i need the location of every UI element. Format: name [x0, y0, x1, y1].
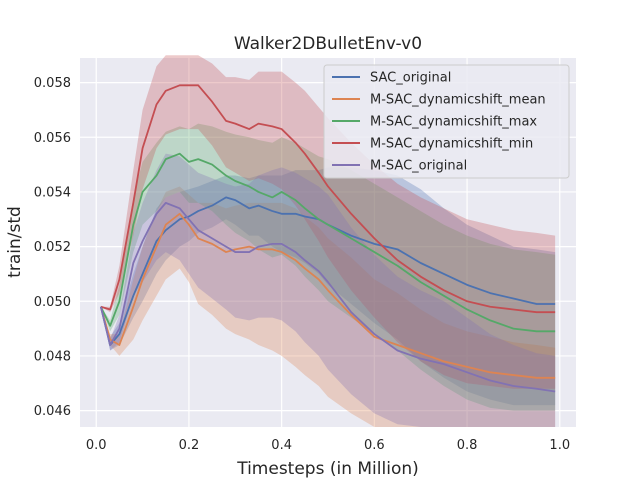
grid-lines	[80, 58, 576, 427]
y-tick-label: 0.056	[34, 131, 71, 146]
y-tick-label: 0.054	[34, 185, 71, 200]
x-tick-label: 0.4	[271, 438, 292, 453]
band-sac-original	[100, 167, 556, 406]
legend-label-m-sac-original: M-SAC_original	[370, 159, 467, 174]
chart-title: Walker2DBulletEnv-v0	[234, 34, 422, 54]
line-m-sac-dynamicshift-max	[100, 152, 556, 333]
y-tick-labels: 0.046 0.048 0.050 0.052 0.054 0.056 0.058	[34, 76, 71, 419]
line-m-sac-original	[99, 201, 556, 393]
y-axis-label: train/std	[5, 206, 25, 278]
x-tick-label: 0.6	[364, 438, 385, 453]
y-tick-label: 0.052	[34, 240, 71, 255]
legend-label-m-sac-dynamicshift-mean: M-SAC_dynamicshift_mean	[370, 93, 546, 108]
x-tick-labels: 0.0 0.2 0.4 0.6 0.8 1.0	[86, 438, 570, 453]
x-tick-label: 0.8	[457, 438, 478, 453]
x-tick-label: 1.0	[549, 438, 570, 453]
x-tick-label: 0.0	[86, 438, 107, 453]
confidence-bands	[100, 55, 556, 428]
line-m-sac-dynamicshift-mean	[99, 212, 556, 379]
y-tick-label: 0.058	[34, 76, 71, 91]
legend-box	[323, 64, 570, 179]
x-axis-label: Timesteps (in Million)	[236, 459, 419, 479]
legend: SAC_original M-SAC_dynamicshift_mean M-SAC…	[323, 64, 570, 179]
legend-label-m-sac-dynamicshift-max: M-SAC_dynamicshift_max	[370, 115, 537, 130]
series-lines	[99, 84, 556, 393]
x-tick-label: 0.2	[179, 438, 200, 453]
y-tick-label: 0.048	[34, 349, 71, 364]
line-m-sac-dynamicshift-min	[100, 84, 556, 314]
legend-label-m-sac-dynamicshift-min: M-SAC_dynamicshift_min	[370, 137, 533, 152]
legend-label-sac-original: SAC_original	[370, 71, 451, 86]
y-tick-label: 0.046	[34, 404, 71, 419]
band-m-sac-dynamicshift-max	[100, 123, 556, 411]
y-tick-label: 0.050	[34, 295, 71, 310]
line-sac-original	[99, 196, 556, 346]
band-m-sac-dynamicshift-min	[100, 55, 556, 389]
band-m-sac-dynamicshift-mean	[100, 186, 556, 427]
